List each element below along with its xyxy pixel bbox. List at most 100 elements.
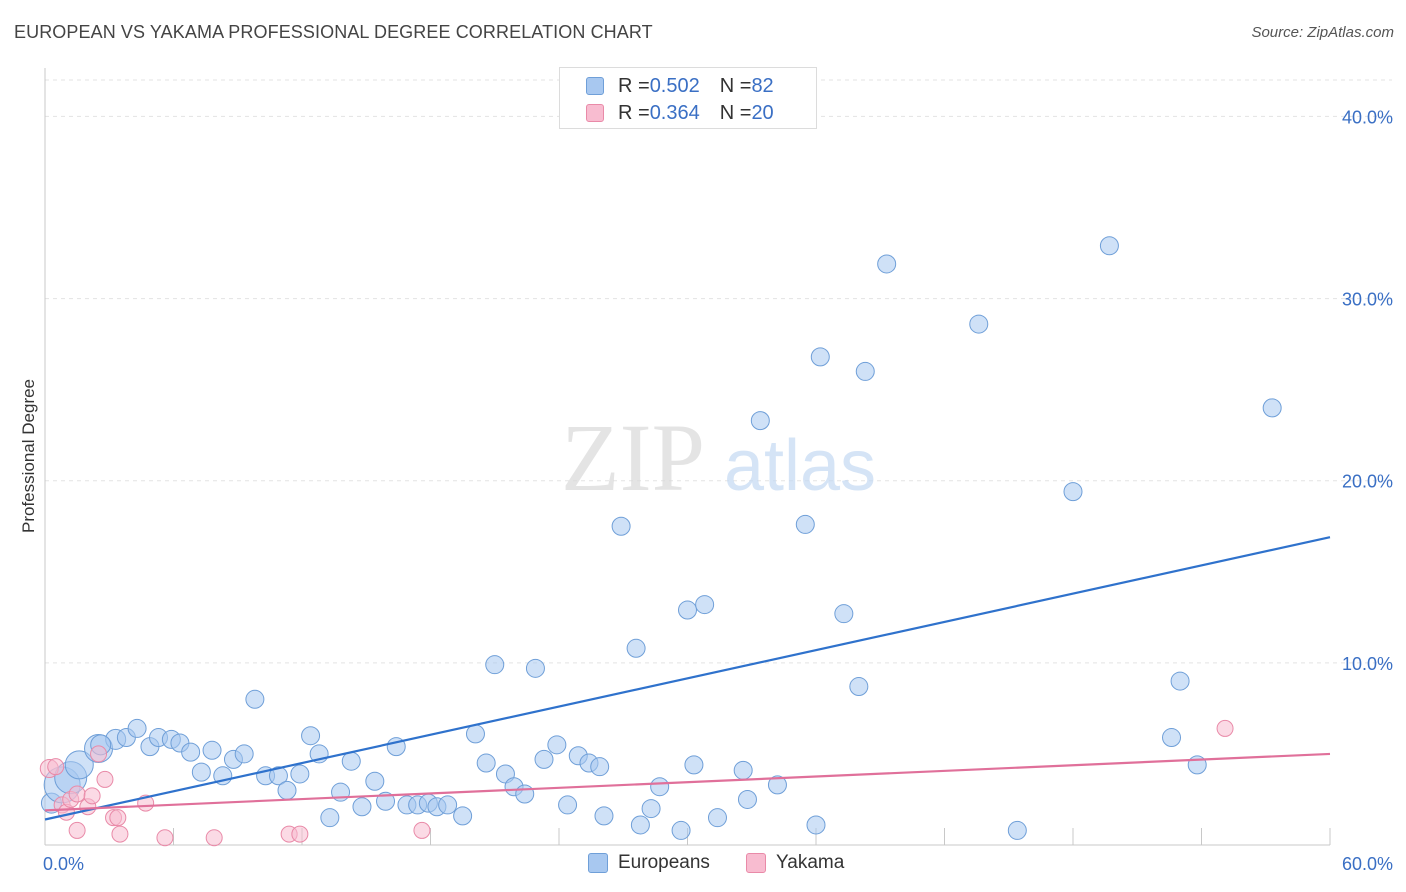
data-point-europeans (1162, 728, 1182, 748)
legend-stats: R = 0.502 N = 82 R = 0.364 N = 20 (559, 67, 817, 129)
data-point-europeans (234, 744, 254, 764)
trend-line-europeans (44, 536, 1331, 821)
data-point-europeans (290, 764, 310, 784)
data-point-europeans (795, 514, 815, 534)
series-europeans (40, 236, 1282, 840)
legend-swatch-europeans (586, 77, 604, 95)
data-point-europeans (181, 742, 201, 762)
data-point-europeans (806, 815, 826, 835)
data-point-europeans (855, 361, 875, 381)
data-point-europeans (810, 347, 830, 367)
data-point-europeans (438, 795, 458, 815)
legend-r-value: 0.502 (649, 74, 700, 97)
y-axis-label: Professional Degree (19, 379, 38, 533)
data-point-yakama (90, 745, 108, 763)
data-point-europeans (202, 740, 222, 760)
data-point-europeans (1170, 671, 1190, 691)
data-point-europeans (733, 760, 753, 780)
data-point-europeans (626, 638, 646, 658)
data-point-europeans (268, 766, 288, 786)
series-yakama (39, 719, 1234, 847)
x-tick-label: 0.0% (43, 854, 84, 874)
trend-lines (44, 536, 1331, 821)
data-point-europeans (737, 789, 757, 809)
source-label: Source: ZipAtlas.com (1251, 24, 1394, 41)
data-point-europeans (341, 751, 361, 771)
data-point-yakama (291, 825, 309, 843)
data-point-europeans (515, 784, 535, 804)
data-point-europeans (534, 749, 554, 769)
data-point-europeans (453, 806, 473, 826)
data-point-europeans (877, 254, 897, 274)
data-point-yakama (47, 758, 65, 776)
data-point-europeans (590, 757, 610, 777)
data-point-europeans (320, 808, 340, 828)
data-point-europeans (650, 777, 670, 797)
data-point-europeans (641, 799, 661, 819)
data-point-europeans (671, 820, 691, 840)
data-point-europeans (849, 677, 869, 697)
y-tick-label: 40.0% (1342, 107, 1393, 127)
data-point-yakama (205, 829, 223, 847)
data-point-europeans (750, 411, 770, 431)
data-point-europeans (376, 791, 396, 811)
data-point-europeans (191, 762, 211, 782)
data-point-yakama (111, 825, 129, 843)
legend-row-europeans: R = 0.502 N = 82 (586, 74, 774, 98)
data-point-yakama (96, 770, 114, 788)
legend-item-yakama: Yakama (746, 852, 844, 874)
legend-swatch-yakama (746, 853, 766, 873)
data-point-europeans (695, 595, 715, 615)
chart-title: EUROPEAN VS YAKAMA PROFESSIONAL DEGREE C… (14, 22, 653, 42)
data-point-europeans (352, 797, 372, 817)
data-point-europeans (301, 726, 321, 746)
y-tick-label: 10.0% (1342, 654, 1393, 674)
y-tick-label: 30.0% (1342, 290, 1393, 310)
data-point-europeans (767, 775, 787, 795)
watermark-zip: ZIP (561, 404, 705, 511)
data-point-europeans (707, 808, 727, 828)
legend-r-label: R = (618, 101, 650, 124)
data-point-europeans (1007, 820, 1027, 840)
data-point-europeans (969, 314, 989, 334)
data-point-europeans (1063, 482, 1083, 502)
data-point-europeans (485, 655, 505, 675)
data-point-yakama (1216, 719, 1234, 737)
data-point-europeans (594, 806, 614, 826)
data-point-europeans (678, 600, 697, 620)
data-point-europeans (525, 658, 545, 678)
legend-n-label: N = (719, 74, 752, 97)
legend-label: Europeans (618, 852, 710, 873)
data-point-europeans (476, 753, 496, 773)
data-point-europeans (547, 735, 567, 755)
data-point-europeans (465, 724, 485, 744)
legend-row-yakama: R = 0.364 N = 20 (586, 101, 774, 125)
legend-swatch-yakama (586, 104, 604, 122)
watermark-atlas: atlas (724, 426, 876, 506)
data-point-europeans (64, 750, 94, 780)
legend-item-europeans: Europeans (588, 852, 710, 874)
y-tick-label: 20.0% (1342, 472, 1393, 492)
legend-n-value: 82 (751, 74, 774, 97)
data-point-europeans (365, 771, 385, 791)
data-point-yakama (68, 785, 86, 803)
legend-label: Yakama (776, 852, 845, 873)
legend-n-value: 20 (751, 101, 774, 124)
data-point-europeans (630, 815, 650, 835)
legend-r-value: 0.364 (649, 101, 700, 124)
data-point-europeans (611, 516, 631, 536)
data-point-yakama (68, 821, 86, 839)
data-point-yakama (109, 809, 127, 827)
data-point-yakama (413, 821, 431, 839)
data-point-europeans (684, 755, 704, 775)
data-point-europeans (127, 718, 147, 738)
data-point-europeans (558, 795, 578, 815)
legend-r-label: R = (618, 74, 650, 97)
legend-n-label: N = (719, 101, 752, 124)
data-point-europeans (1099, 236, 1119, 256)
grid-lines (45, 79, 1392, 664)
legend-swatch-europeans (588, 853, 608, 873)
data-point-europeans (834, 604, 854, 624)
trend-line-yakama (44, 752, 1331, 812)
